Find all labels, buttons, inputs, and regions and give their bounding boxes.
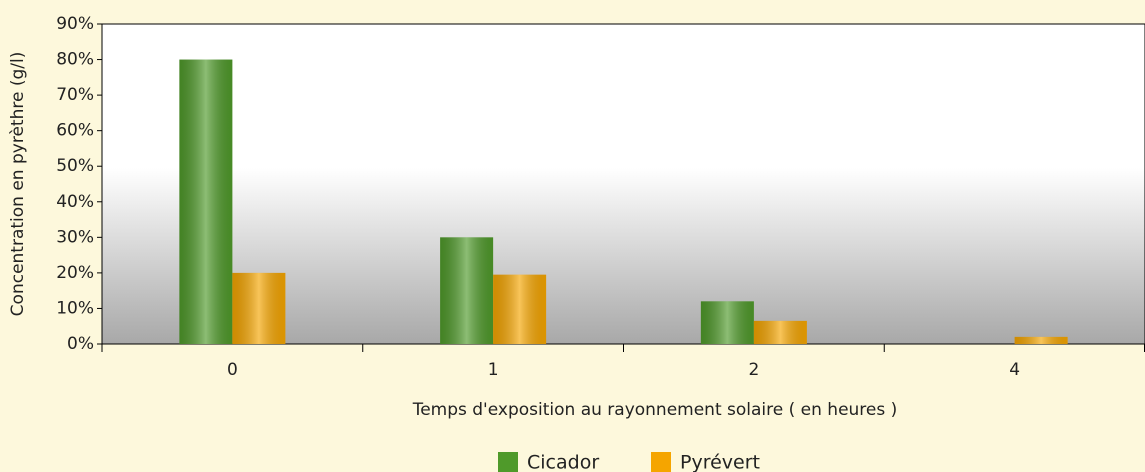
bar-shine <box>232 272 286 344</box>
y-tick-label: 20% <box>56 263 94 283</box>
x-tick-label: 4 <box>1009 360 1020 380</box>
bar-shine <box>1014 336 1068 344</box>
y-tick-label: 60% <box>56 121 94 141</box>
bar-shine <box>440 237 494 344</box>
y-axis-title: Concentration en pyrèthre (g/l) <box>8 52 28 317</box>
legend-label: Pyrévert <box>680 452 760 472</box>
x-tick-label: 2 <box>748 360 759 380</box>
bar-shine <box>493 274 547 344</box>
legend-swatch <box>498 452 518 472</box>
bar-shine <box>700 301 754 344</box>
bar-shine <box>179 59 233 345</box>
y-tick-label: 70% <box>56 85 94 105</box>
y-tick-label: 50% <box>56 156 94 176</box>
x-axis-title: Temps d'exposition au rayonnement solair… <box>412 400 898 420</box>
y-tick-label: 30% <box>56 227 94 247</box>
y-tick-label: 90% <box>56 14 94 34</box>
x-tick-label: 1 <box>488 360 499 380</box>
legend-swatch <box>651 452 671 472</box>
y-tick-label: 10% <box>56 298 94 318</box>
y-tick-label: 40% <box>56 192 94 212</box>
x-tick-label: 0 <box>227 360 238 380</box>
y-tick-label: 0% <box>67 334 94 354</box>
bar-shine <box>753 320 807 344</box>
y-tick-label: 80% <box>56 50 94 70</box>
legend-label: Cicador <box>527 452 599 472</box>
